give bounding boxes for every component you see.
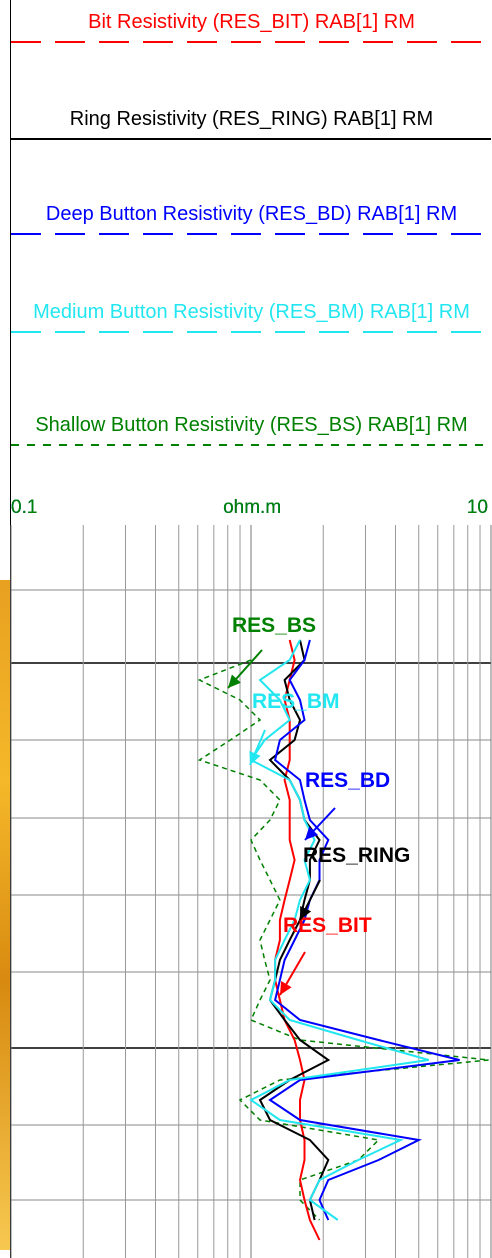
scale-max: 10	[466, 497, 488, 518]
scale-max: 10	[466, 497, 488, 518]
scale-unit: ohm.m	[223, 497, 282, 518]
scale-min: 0.1	[11, 497, 38, 518]
curve	[197, 659, 489, 1221]
arrow-head	[280, 981, 292, 995]
scale-min: 0.1	[11, 497, 38, 518]
arrow-head	[249, 751, 261, 765]
scale-unit: ohm.m	[223, 497, 282, 518]
scale-unit: ohm.m	[223, 497, 282, 518]
scale-max: 10	[466, 497, 488, 518]
header-title: Ring Resistivity (RES_RING) RAB[1] RM	[69, 108, 434, 130]
annotation-label: RES_BD	[305, 769, 390, 792]
scale-row: 0.1 ohm.m 10	[11, 497, 488, 519]
annotation-label: RES_BS	[232, 614, 316, 637]
annotation-label: RES_RING	[303, 844, 410, 867]
line-style-sample	[11, 444, 491, 446]
header-block: Deep Button Resistivity (RES_BD) RAB[1] …	[11, 192, 492, 518]
curve	[274, 639, 321, 1241]
scale-max: 10	[466, 497, 488, 518]
annotation-label: RES_BM	[252, 690, 340, 713]
annotations: RES_BIT RES_RING RES_BD RES_BM RES_BS	[227, 614, 410, 996]
scale-min: 0.1	[11, 497, 38, 518]
scale-row: 0.1 ohm.m 10	[11, 497, 488, 519]
annotation-label: RES_BIT	[283, 914, 372, 937]
line-style-sample	[11, 41, 491, 43]
arrow-head	[228, 674, 241, 688]
scale-max: 10	[466, 497, 488, 518]
scale-min: 0.1	[11, 497, 38, 518]
line-style-sample	[11, 138, 491, 140]
curves	[197, 639, 489, 1241]
track-header: Bit Resistivity (RES_BIT) RAB[1] RM 0.1 oh…	[10, 0, 492, 525]
scale-row: 0.1 ohm.m 10	[11, 497, 488, 519]
scale-row: 0.1 ohm.m 10	[11, 497, 488, 519]
scale-unit: ohm.m	[223, 497, 282, 518]
arrow-head	[300, 906, 312, 920]
header-title: Shallow Button Resistivity (RES_BS) RAB[…	[35, 414, 468, 436]
curve	[258, 639, 331, 1221]
scale-unit: ohm.m	[223, 497, 282, 518]
header-block: Ring Resistivity (RES_RING) RAB[1] RM 0.1…	[11, 97, 492, 518]
image-strip	[0, 580, 10, 1250]
arrow-head	[305, 826, 319, 840]
header-block: Shallow Button Resistivity (RES_BS) RAB[…	[11, 403, 492, 525]
scale-min: 0.1	[11, 497, 38, 518]
line-style-sample	[11, 233, 491, 235]
curve	[249, 639, 429, 1221]
header-block: Bit Resistivity (RES_BIT) RAB[1] RM 0.1 oh…	[11, 0, 492, 518]
value-grid	[10, 525, 492, 1258]
header-title: Medium Button Resistivity (RES_BM) RAB[1…	[33, 301, 470, 323]
log-track: RES_BIT RES_RING RES_BD RES_BM RES_BS	[0, 525, 492, 1258]
header-block: Medium Button Resistivity (RES_BM) RAB[1…	[11, 290, 492, 518]
curve	[268, 639, 460, 1221]
scale-row: 0.1 ohm.m 10	[11, 497, 488, 519]
line-style-sample	[11, 331, 491, 333]
header-title: Deep Button Resistivity (RES_BD) RAB[1] …	[45, 203, 458, 225]
header-title: Bit Resistivity (RES_BIT) RAB[1] RM	[88, 11, 415, 33]
